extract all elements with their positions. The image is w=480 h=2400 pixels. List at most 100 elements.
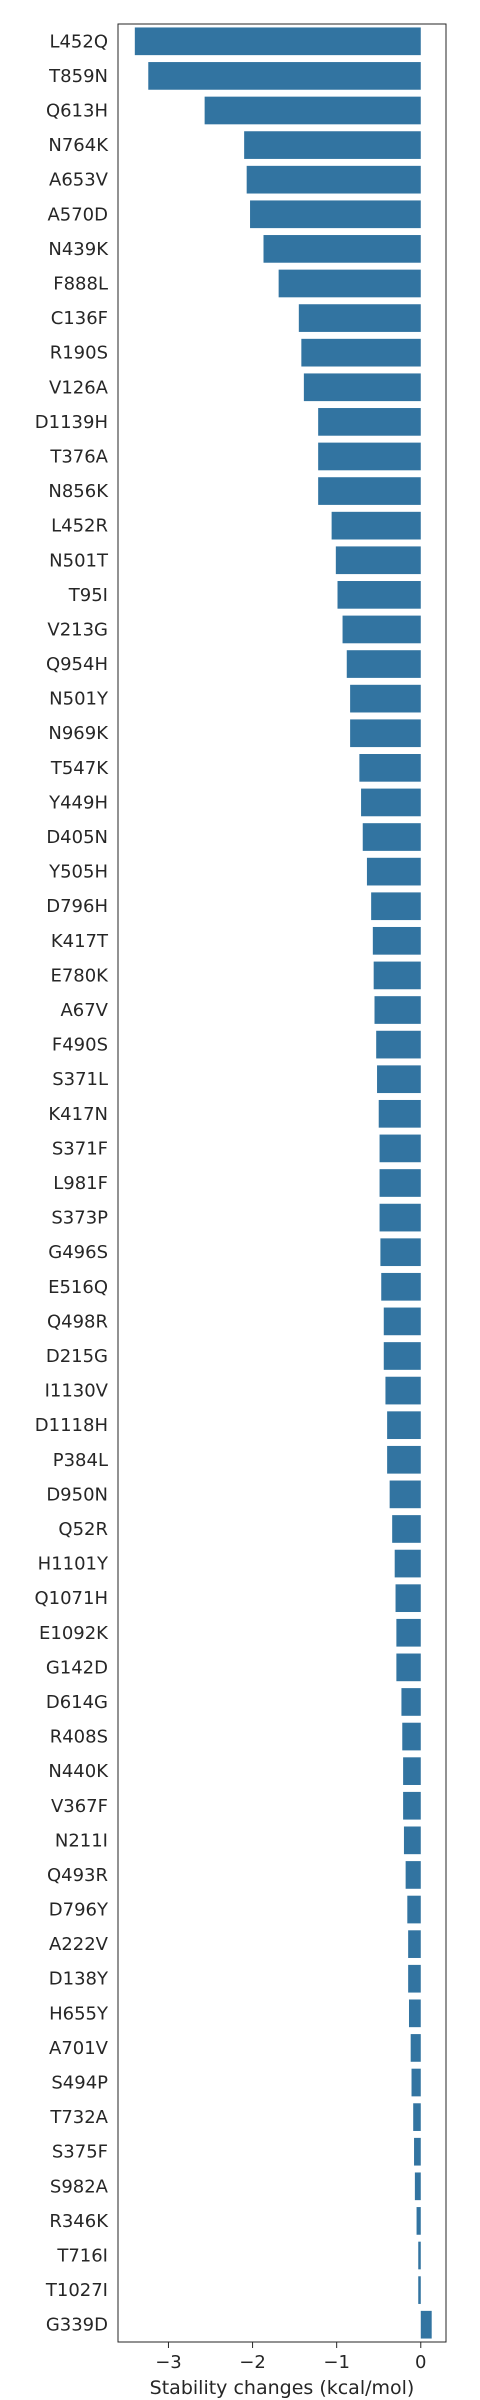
y-tick-labels: L452Q T859N Q613H N764K A653V A570D N439K F888L… bbox=[34, 31, 109, 2335]
bar-g142d bbox=[396, 1653, 421, 1682]
bar-s982a bbox=[414, 2172, 421, 2201]
bar-t376a bbox=[318, 442, 421, 471]
y-tick-label: S375F bbox=[52, 2142, 108, 2163]
y-tick-label: N439K bbox=[48, 239, 109, 260]
y-tick-label: T547K bbox=[50, 758, 109, 779]
y-tick-label: G339D bbox=[46, 2315, 108, 2336]
bar-h655y bbox=[408, 1999, 421, 2028]
y-tick-label: Q1071H bbox=[34, 1588, 108, 1609]
y-tick-label: Y449H bbox=[48, 792, 108, 813]
y-tick-label: S982A bbox=[50, 2176, 109, 2197]
y-tick-label: Q954H bbox=[46, 654, 108, 675]
bar-s375f bbox=[414, 2137, 421, 2166]
y-tick-label: D796H bbox=[46, 896, 108, 917]
y-tick-label: N764K bbox=[48, 135, 109, 156]
bar-y505h bbox=[366, 857, 421, 886]
bar-r190s bbox=[301, 338, 421, 367]
y-tick-label: T732A bbox=[49, 2107, 108, 2128]
bar-n440k bbox=[403, 1757, 421, 1785]
bar-d614g bbox=[401, 1688, 421, 1716]
y-tick-label: D1118H bbox=[35, 1415, 108, 1436]
y-tick-label: Q498R bbox=[47, 1311, 108, 1332]
bar-s373p bbox=[379, 1203, 421, 1232]
x-axis-label: Stability changes (kcal/mol) bbox=[150, 2377, 415, 2399]
y-tick-label: V126A bbox=[49, 377, 109, 398]
y-tick-label: V213G bbox=[47, 619, 108, 640]
x-tick-label: −1 bbox=[323, 2352, 350, 2373]
bar-d215g bbox=[383, 1342, 421, 1370]
y-tick-label: K417T bbox=[51, 931, 109, 952]
y-tick-label: H655Y bbox=[49, 2003, 109, 2024]
bar-e516q bbox=[381, 1272, 421, 1301]
bar-t95i bbox=[337, 581, 421, 609]
x-ticks: −3 −2 −1 0 bbox=[155, 2342, 426, 2373]
y-tick-label: E1092K bbox=[39, 1623, 109, 1644]
y-tick-label: N440K bbox=[48, 1761, 109, 1782]
bar-k417t bbox=[372, 926, 421, 955]
bar-a67v bbox=[374, 996, 421, 1024]
bar-q498r bbox=[383, 1307, 421, 1336]
bar-v126a bbox=[303, 373, 421, 402]
x-tick-label: −2 bbox=[239, 2352, 266, 2373]
y-tick-label: R408S bbox=[50, 1727, 108, 1748]
y-tick-label: T716I bbox=[56, 2246, 108, 2267]
y-tick-label: Q493R bbox=[47, 1865, 108, 1886]
y-tick-label: E780K bbox=[50, 965, 109, 986]
y-tick-label: D138Y bbox=[49, 1969, 109, 1990]
bar-h1101y bbox=[394, 1549, 421, 1578]
bar-k417n bbox=[378, 1099, 421, 1128]
y-tick-label: N969K bbox=[48, 723, 109, 744]
bar-r408s bbox=[402, 1722, 421, 1751]
bar-t1027i bbox=[418, 2276, 421, 2304]
bar-q954h bbox=[346, 650, 421, 678]
y-tick-label: N211I bbox=[55, 1830, 108, 1851]
bar-v213g bbox=[342, 615, 421, 644]
y-tick-label: C136F bbox=[51, 308, 108, 329]
bar-f490s bbox=[376, 1030, 421, 1059]
y-tick-label: D614G bbox=[46, 1692, 108, 1713]
y-tick-label: T1027I bbox=[45, 2280, 108, 2301]
bar-l452r bbox=[331, 511, 421, 540]
y-tick-label: Q52R bbox=[58, 1519, 108, 1540]
bar-i1130v bbox=[385, 1376, 421, 1405]
bar-y449h bbox=[361, 788, 421, 817]
bar-d1139h bbox=[318, 408, 421, 436]
y-tick-label: T95I bbox=[68, 585, 108, 606]
y-tick-label: H1101Y bbox=[38, 1554, 109, 1575]
bar-s494p bbox=[411, 2068, 421, 2097]
bar-q613h bbox=[204, 96, 421, 125]
y-tick-label: D215G bbox=[46, 1346, 108, 1367]
bar-n764k bbox=[244, 131, 421, 159]
y-tick-label: G496S bbox=[48, 1242, 108, 1263]
bar-t859n bbox=[148, 62, 421, 90]
bar-a222v bbox=[408, 1930, 421, 1958]
bar-d138y bbox=[408, 1964, 421, 1993]
bars-group bbox=[134, 27, 432, 2339]
bar-d1118h bbox=[387, 1411, 421, 1440]
y-tick-label: G142D bbox=[46, 1657, 108, 1678]
x-tick-label: −3 bbox=[155, 2352, 182, 2373]
y-tick-label: L452R bbox=[51, 516, 108, 537]
bar-a570d bbox=[250, 200, 421, 229]
y-tick-label: R346K bbox=[49, 2211, 109, 2232]
y-tick-label: D405N bbox=[46, 827, 108, 848]
y-tick-label: K417N bbox=[48, 1104, 108, 1125]
y-tick-label: A653V bbox=[49, 170, 109, 191]
y-tick-label: N501Y bbox=[49, 689, 109, 710]
bar-a701v bbox=[410, 2034, 421, 2062]
y-tick-label: P384L bbox=[53, 1450, 108, 1471]
bar-d796h bbox=[371, 892, 421, 921]
bar-g496s bbox=[380, 1238, 421, 1267]
bar-n969k bbox=[350, 719, 421, 748]
y-tick-label: D796Y bbox=[49, 1900, 109, 1921]
bar-l452q bbox=[134, 27, 421, 56]
bar-n856k bbox=[318, 477, 421, 505]
y-tick-label: L981F bbox=[53, 1173, 108, 1194]
bar-n501t bbox=[335, 546, 421, 575]
bar-d796y bbox=[407, 1895, 421, 1924]
bar-t547k bbox=[359, 754, 421, 782]
y-tick-label: E516Q bbox=[48, 1277, 108, 1298]
bar-a653v bbox=[246, 165, 421, 194]
bar-r346k bbox=[416, 2207, 421, 2235]
